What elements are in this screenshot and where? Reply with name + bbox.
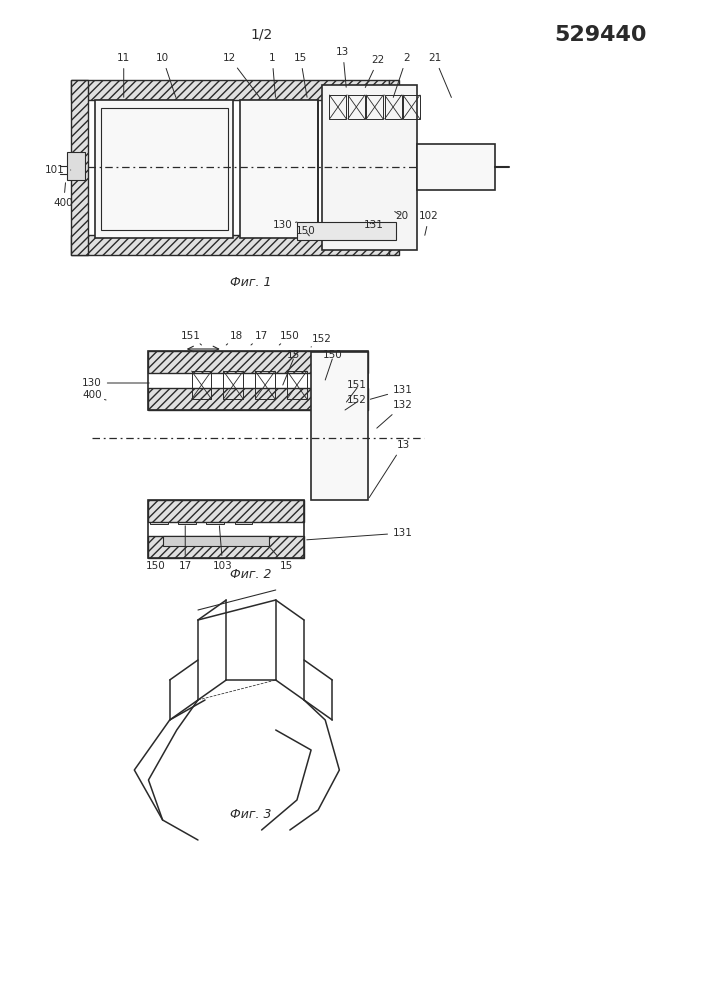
- Text: 13: 13: [337, 47, 349, 87]
- Text: 150: 150: [296, 226, 315, 236]
- Bar: [148, 536, 304, 558]
- Text: 21: 21: [428, 53, 451, 97]
- Bar: [384, 224, 397, 240]
- Text: 152: 152: [311, 334, 332, 347]
- Bar: [178, 506, 196, 524]
- Bar: [71, 80, 389, 100]
- Bar: [255, 371, 275, 399]
- Bar: [223, 371, 243, 399]
- Bar: [346, 224, 358, 240]
- Bar: [148, 351, 368, 373]
- Bar: [403, 95, 420, 119]
- Bar: [71, 80, 88, 255]
- Bar: [101, 108, 228, 230]
- Text: 130: 130: [82, 378, 149, 388]
- Bar: [148, 500, 304, 522]
- Text: 10: 10: [156, 53, 176, 97]
- Bar: [240, 100, 318, 238]
- Bar: [148, 351, 368, 410]
- Text: 103: 103: [213, 526, 233, 571]
- Text: 150: 150: [279, 331, 300, 345]
- Text: 131: 131: [307, 528, 413, 540]
- Bar: [71, 235, 389, 255]
- Bar: [417, 144, 495, 190]
- Bar: [67, 152, 85, 180]
- Bar: [206, 506, 224, 524]
- Text: 2: 2: [393, 53, 410, 97]
- Bar: [322, 85, 417, 250]
- Bar: [297, 222, 396, 240]
- Text: 400: 400: [54, 183, 74, 208]
- Text: 132: 132: [377, 400, 413, 428]
- Text: 151: 151: [181, 331, 201, 345]
- Text: 152: 152: [347, 395, 367, 405]
- Text: 131: 131: [363, 220, 383, 230]
- Bar: [385, 95, 402, 119]
- Text: 529440: 529440: [555, 25, 647, 45]
- Text: 131: 131: [370, 385, 413, 399]
- Bar: [348, 95, 365, 119]
- Text: 18: 18: [226, 331, 243, 345]
- Bar: [235, 506, 252, 524]
- Text: 1: 1: [269, 53, 276, 97]
- Text: 1/2: 1/2: [250, 28, 273, 42]
- Bar: [329, 95, 346, 119]
- Text: 15: 15: [287, 350, 300, 360]
- Text: 17: 17: [251, 331, 268, 345]
- Text: Фиг. 1: Фиг. 1: [230, 275, 271, 288]
- Bar: [311, 352, 368, 500]
- Text: 13: 13: [369, 440, 409, 498]
- Text: 151: 151: [347, 380, 367, 390]
- Text: 102: 102: [419, 211, 439, 235]
- Text: 130: 130: [273, 220, 297, 230]
- Text: 12: 12: [223, 53, 260, 98]
- Text: 150: 150: [146, 558, 165, 571]
- Bar: [366, 95, 383, 119]
- Bar: [150, 506, 168, 524]
- Text: 15: 15: [294, 53, 307, 97]
- Bar: [327, 224, 339, 240]
- Bar: [163, 536, 269, 546]
- Bar: [148, 388, 368, 410]
- Bar: [365, 224, 378, 240]
- Text: Фиг. 3: Фиг. 3: [230, 808, 271, 822]
- Text: Фиг. 2: Фиг. 2: [230, 568, 271, 582]
- Bar: [148, 500, 304, 558]
- Text: 11: 11: [117, 53, 130, 97]
- Text: 101: 101: [45, 165, 71, 175]
- Bar: [389, 80, 399, 255]
- Text: 400: 400: [82, 390, 106, 400]
- Bar: [95, 100, 233, 238]
- Bar: [287, 371, 307, 399]
- Text: 15: 15: [271, 548, 293, 571]
- Bar: [403, 224, 416, 240]
- Text: 20: 20: [395, 211, 408, 221]
- Text: 150: 150: [322, 350, 342, 360]
- Text: 22: 22: [366, 55, 385, 87]
- Bar: [192, 371, 211, 399]
- Text: 17: 17: [179, 526, 192, 571]
